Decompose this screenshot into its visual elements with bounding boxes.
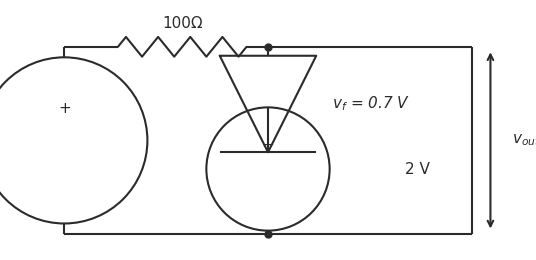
Text: $v_f$ = 0.7 V: $v_f$ = 0.7 V: [332, 95, 411, 113]
Text: +: +: [58, 101, 71, 116]
Text: +: +: [262, 138, 274, 153]
Text: 2 V: 2 V: [405, 161, 429, 177]
Text: 100Ω: 100Ω: [162, 16, 203, 31]
Text: $v_{out}$: $v_{out}$: [512, 133, 536, 148]
